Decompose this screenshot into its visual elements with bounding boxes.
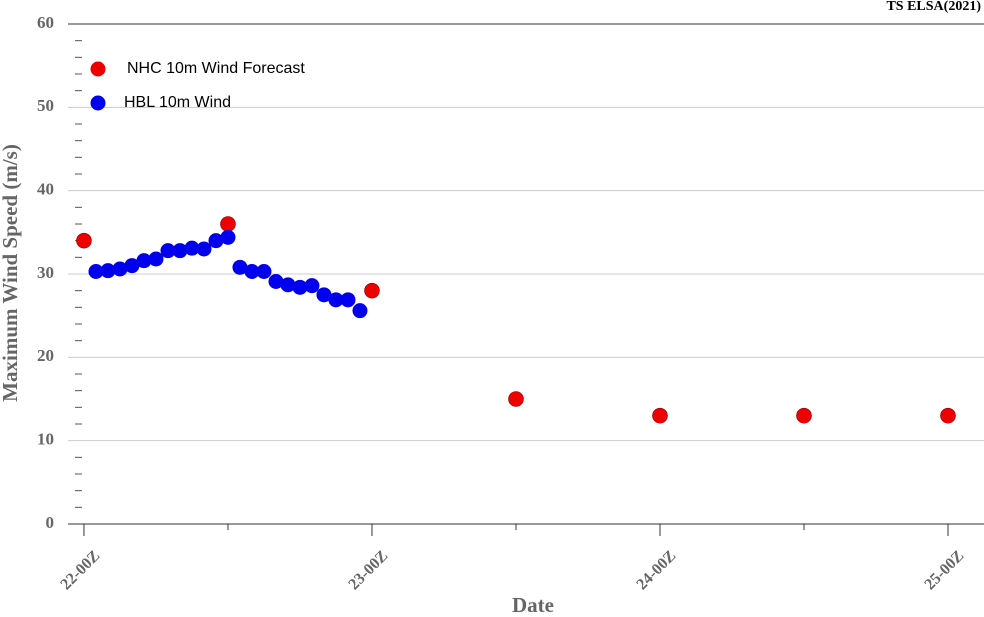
x-axis-label: Date bbox=[512, 593, 554, 617]
legend-label: HBL 10m Wind bbox=[124, 94, 231, 111]
data-point bbox=[256, 264, 272, 279]
data-point bbox=[172, 243, 188, 259]
data-point bbox=[220, 229, 236, 245]
data-point bbox=[196, 241, 212, 257]
data-point bbox=[316, 287, 332, 303]
data-point bbox=[328, 292, 344, 308]
data-point bbox=[340, 292, 356, 308]
data-point bbox=[508, 391, 524, 407]
data-point bbox=[244, 264, 260, 279]
data-point bbox=[160, 243, 176, 259]
y-tick-label: 20 bbox=[37, 346, 54, 365]
data-point bbox=[268, 274, 284, 289]
y-axis-label: Maximum Wind Speed (m/s) bbox=[0, 144, 22, 402]
data-point bbox=[88, 264, 104, 279]
y-tick-label: 0 bbox=[46, 513, 55, 532]
y-tick-label: 50 bbox=[37, 96, 54, 115]
legend-marker bbox=[90, 95, 106, 111]
y-tick-label: 40 bbox=[37, 180, 54, 199]
legend-marker bbox=[90, 61, 106, 77]
data-point bbox=[364, 282, 380, 299]
data-point bbox=[220, 216, 236, 232]
data-point bbox=[232, 259, 248, 275]
data-point bbox=[76, 232, 92, 249]
chart-title: TS ELSA(2021) bbox=[886, 0, 981, 14]
data-point bbox=[100, 263, 116, 279]
data-point bbox=[940, 407, 956, 424]
x-tick-label: 25-00Z bbox=[921, 547, 967, 593]
y-tick-label: 30 bbox=[37, 263, 54, 282]
legend-label: NHC 10m Wind Forecast bbox=[127, 60, 305, 77]
data-point bbox=[184, 240, 200, 256]
data-point bbox=[208, 233, 224, 249]
data-point bbox=[124, 258, 140, 274]
data-point bbox=[280, 277, 296, 293]
y-tick-label: 60 bbox=[37, 13, 54, 32]
data-point bbox=[292, 279, 308, 295]
data-point bbox=[652, 407, 668, 424]
x-tick-label: 24-00Z bbox=[633, 547, 679, 593]
x-tick-label: 23-00Z bbox=[345, 547, 391, 593]
data-point bbox=[136, 253, 152, 269]
y-tick-label: 10 bbox=[37, 430, 54, 449]
data-point bbox=[148, 251, 164, 267]
data-point bbox=[352, 303, 368, 319]
data-point bbox=[796, 407, 812, 424]
x-tick-label: 22-00Z bbox=[57, 547, 103, 593]
data-point bbox=[112, 261, 128, 277]
data-point bbox=[304, 278, 320, 294]
